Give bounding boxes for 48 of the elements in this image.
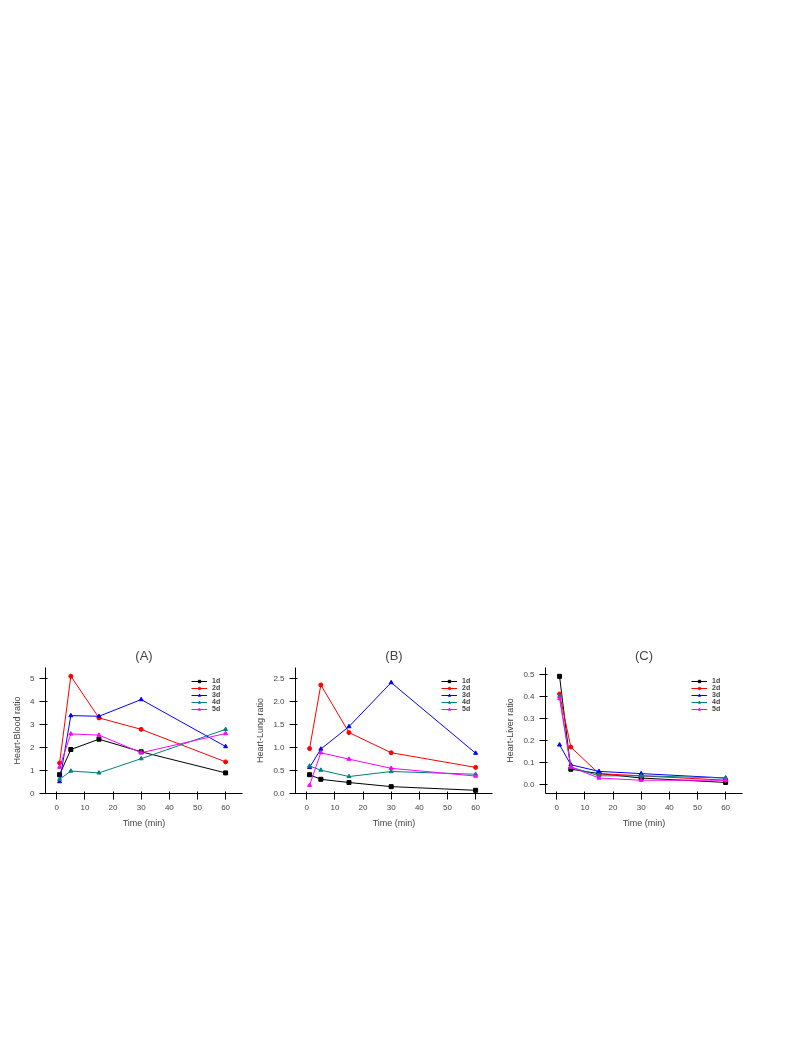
y-tick-label: 2	[30, 743, 36, 753]
x-tick-label: 20	[608, 802, 619, 812]
y-tick-label: 0.3	[523, 713, 536, 723]
y-tick-label: 0.4	[523, 691, 536, 701]
x-axis-title: Time (min)	[122, 817, 166, 828]
x-tick-label: 20	[108, 802, 119, 812]
y-tick-label: 1.0	[273, 743, 286, 753]
y-tick-label: 0.1	[523, 758, 536, 768]
x-axis-title: Time (min)	[622, 817, 666, 828]
x-tick-label: 60	[471, 802, 481, 812]
y-tick-label: 1.5	[273, 720, 286, 730]
y-tick-label: 3	[30, 720, 36, 730]
x-tick-label: 40	[414, 802, 425, 812]
y-tick-label: 0.2	[523, 735, 536, 745]
y-tick-label: 5	[30, 674, 36, 684]
chart-title: (C)	[634, 647, 654, 663]
x-tick-label: 20	[358, 802, 369, 812]
y-axis-title: Heart-Liver ratio	[505, 698, 516, 763]
x-tick-label: 40	[164, 802, 175, 812]
x-tick-label: 50	[693, 802, 703, 812]
y-tick-label: 2.0	[273, 697, 286, 707]
x-tick-label: 10	[330, 802, 340, 812]
y-tick-label: 0	[30, 789, 36, 798]
x-tick-label: 50	[443, 802, 453, 812]
y-tick-label: 0.0	[273, 789, 286, 798]
y-tick-label: 0.0	[523, 780, 536, 790]
chart-title: (B)	[385, 647, 403, 663]
x-tick-label: 10	[580, 802, 590, 812]
x-tick-label: 60	[721, 802, 731, 812]
x-tick-label: 0	[554, 802, 560, 812]
x-tick-label: 60	[221, 802, 231, 812]
y-tick-label: 4	[30, 697, 36, 707]
y-tick-label: 1	[30, 766, 36, 776]
x-tick-label: 30	[636, 802, 647, 812]
x-tick-label: 10	[80, 802, 90, 812]
y-tick-label: 0.5	[523, 669, 536, 679]
chart-title: (A)	[135, 647, 153, 663]
x-tick-label: 0	[304, 802, 310, 812]
y-tick-label: 0.5	[273, 766, 286, 776]
y-axis-title: Heart-Blood ratio	[12, 696, 23, 765]
x-tick-label: 50	[193, 802, 203, 812]
x-tick-label: 30	[386, 802, 397, 812]
x-tick-label: 30	[136, 802, 147, 812]
x-axis-title: Time (min)	[372, 817, 416, 828]
y-tick-label: 2.5	[273, 674, 286, 684]
x-tick-label: 40	[664, 802, 675, 812]
x-tick-label: 0	[54, 802, 60, 812]
y-axis-title: Heart-Lung ratio	[255, 697, 266, 764]
